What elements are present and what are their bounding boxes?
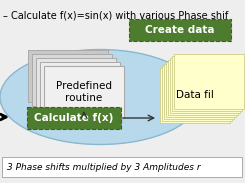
FancyBboxPatch shape [27,107,121,129]
FancyBboxPatch shape [170,58,240,113]
Text: Data fil: Data fil [176,91,214,100]
FancyBboxPatch shape [164,64,234,119]
FancyBboxPatch shape [129,19,231,41]
FancyBboxPatch shape [172,56,242,111]
FancyBboxPatch shape [160,68,230,123]
FancyBboxPatch shape [32,54,112,106]
Text: Calculate f(x): Calculate f(x) [34,113,114,123]
Text: – Calculate f(x)=sin(x) with various Phase shif: – Calculate f(x)=sin(x) with various Pha… [3,10,228,20]
Text: Create data: Create data [145,25,215,35]
Text: Predefined
routine: Predefined routine [56,81,112,103]
FancyBboxPatch shape [174,54,244,109]
Text: 3 Phase shifts multiplied by 3 Amplitudes r: 3 Phase shifts multiplied by 3 Amplitude… [7,163,201,171]
FancyBboxPatch shape [2,157,242,177]
FancyBboxPatch shape [28,50,108,102]
FancyBboxPatch shape [162,66,232,121]
FancyBboxPatch shape [168,60,238,115]
FancyBboxPatch shape [44,66,124,118]
FancyBboxPatch shape [166,62,236,117]
Ellipse shape [0,49,200,145]
FancyBboxPatch shape [36,58,116,110]
FancyBboxPatch shape [40,62,120,114]
